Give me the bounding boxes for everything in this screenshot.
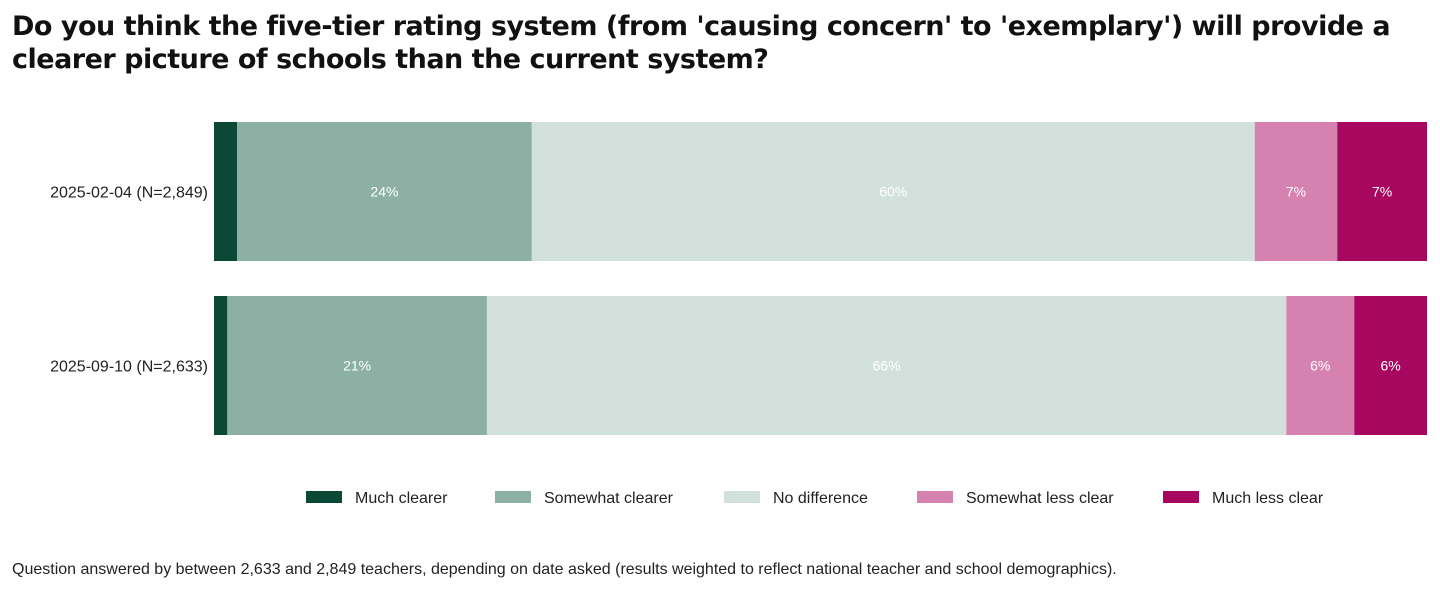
legend-label: Much clearer	[355, 490, 448, 507]
bar-segment	[1337, 122, 1427, 261]
legend-label: Somewhat less clear	[966, 490, 1114, 507]
bar-segment	[531, 122, 1255, 261]
legend-swatch	[306, 491, 342, 503]
legend-swatch	[724, 491, 760, 503]
data-label: 6%	[1310, 358, 1330, 374]
bar-segment	[214, 122, 238, 261]
legend-swatch	[495, 491, 531, 503]
bar-segment	[214, 296, 228, 435]
legend-swatch	[917, 491, 953, 503]
data-label: 24%	[370, 184, 398, 200]
data-label: 7%	[1372, 184, 1392, 200]
category-label: 2025-09-10 (N=2,633)	[50, 359, 208, 376]
legend-swatch	[1163, 491, 1199, 503]
data-label: 6%	[1380, 358, 1400, 374]
legend-label: Somewhat clearer	[544, 490, 674, 507]
chart-title: Do you think the five-tier rating system…	[12, 11, 1391, 75]
data-label: 21%	[343, 358, 371, 374]
bar-segment	[237, 122, 532, 261]
data-label: 7%	[1286, 184, 1306, 200]
data-label: 60%	[879, 184, 907, 200]
bar-segment	[486, 296, 1287, 435]
data-label: 66%	[873, 358, 901, 374]
bar-segment	[1286, 296, 1355, 435]
bar-segment	[1254, 122, 1338, 261]
legend-label: No difference	[773, 490, 868, 507]
category-label: 2025-02-04 (N=2,849)	[50, 185, 208, 202]
legend-label: Much less clear	[1212, 490, 1324, 507]
footnote: Question answered by between 2,633 and 2…	[12, 561, 1117, 578]
bar-segment	[1354, 296, 1427, 435]
bar-segment	[227, 296, 487, 435]
